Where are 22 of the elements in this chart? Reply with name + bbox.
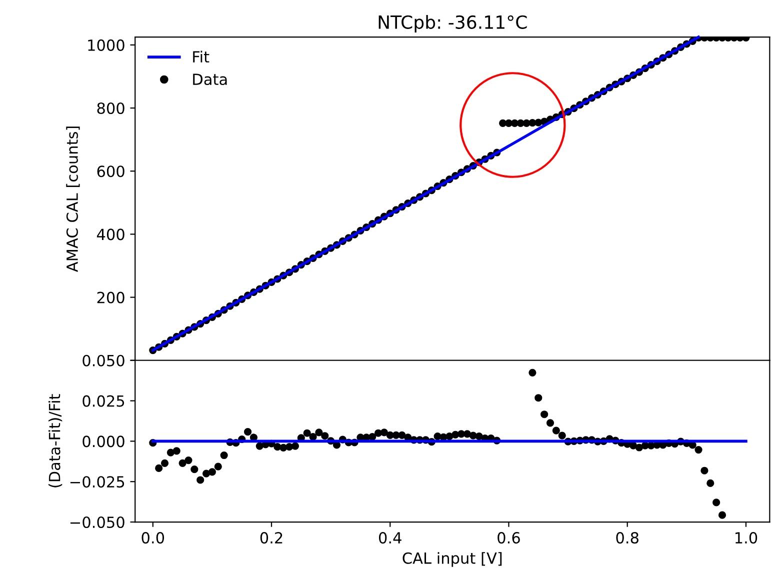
legend-label: Data (193, 74, 227, 86)
y-tick-label: 200 (97, 292, 124, 304)
x-tick-label: 0.2 (260, 532, 282, 544)
y-tick-label: 400 (96, 228, 124, 240)
y-axis-title: (Data-Fit)/Fit (48, 394, 62, 488)
x-tick-label: 0.0 (142, 532, 164, 544)
x-axis-title: CAL input [V] (402, 552, 502, 567)
x-tick-label: 1.0 (735, 532, 758, 544)
x-tick-label: 0.6 (498, 532, 520, 544)
y-tick-label: 800 (97, 102, 124, 114)
y-tick-label: 600 (97, 166, 124, 178)
legend-label: Fit (193, 50, 210, 62)
y-axis-title: AMAC CAL [counts] (66, 126, 80, 272)
y-tick-label: 0.000 (82, 436, 124, 448)
x-tick-label: 0.4 (378, 532, 402, 544)
y-tick-label: 0.050 (82, 354, 124, 366)
y-tick-label: −0.025 (70, 476, 124, 488)
chart-title: NTCpb: -36.11°C (378, 15, 527, 32)
y-tick-label: 1000 (88, 39, 124, 51)
y-tick-label: −0.050 (70, 516, 124, 528)
x-tick-label: 0.8 (616, 532, 638, 544)
y-tick-label: 0.025 (82, 395, 124, 407)
